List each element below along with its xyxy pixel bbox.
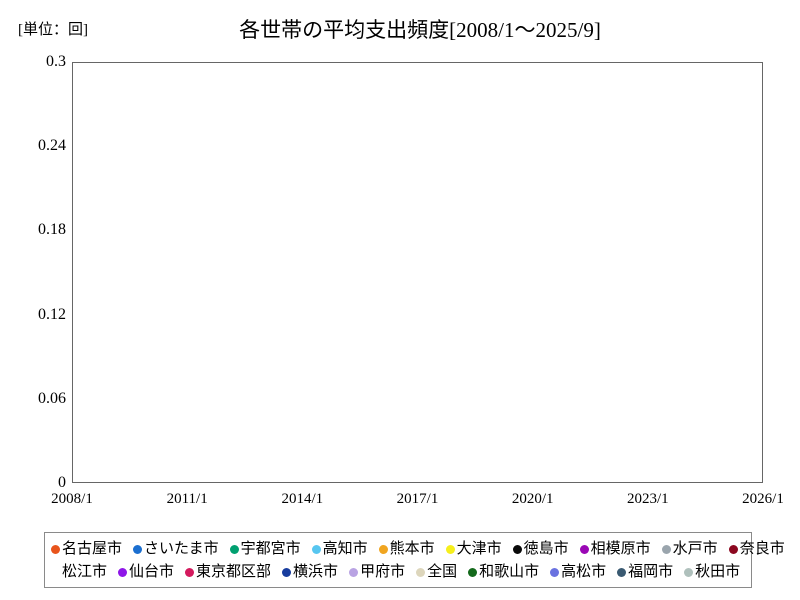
legend-label: 水戸市 (672, 541, 718, 557)
legend-row-1: 名古屋市 さいたま市 宇都宮市 高知市 熊本市 大津市 徳島市 相模原市 水戸市 奈良市 (51, 538, 785, 561)
legend-item[interactable]: 高知市 (311, 541, 368, 557)
legend-item[interactable]: 高松市 (550, 565, 606, 580)
chart-title: 各世帯の平均支出頻度[2008/1～2025/9] (239, 18, 601, 42)
legend-item[interactable]: 和歌山市 (468, 565, 539, 580)
plot-area (72, 62, 763, 483)
legend-item[interactable]: 宇都宮市 (229, 541, 301, 557)
legend-item[interactable]: 徳島市 (512, 541, 569, 557)
legend-label: 松江市 (62, 564, 108, 580)
legend-marker-icon (133, 545, 143, 554)
legend-label: 徳島市 (523, 541, 569, 557)
legend-item[interactable]: 大津市 (445, 541, 502, 557)
legend-label: 横浜市 (293, 564, 339, 580)
x-tick-label: 2023/1 (626, 491, 669, 507)
y-tick-label: 0.06 (38, 389, 66, 407)
legend-item[interactable]: 水戸市 (661, 541, 718, 557)
legend-marker-icon (311, 545, 321, 554)
legend-marker-icon (728, 545, 738, 554)
unit-label: [単位：回] (18, 22, 88, 38)
legend-label: 東京都区部 (196, 564, 272, 580)
legend-marker-icon (684, 568, 694, 577)
legend-label: 甲府市 (360, 564, 406, 580)
y-tick-label: 0.3 (46, 53, 66, 70)
legend-item[interactable]: 秋田市 (684, 565, 740, 580)
legend-item[interactable]: 甲府市 (349, 565, 405, 580)
legend-marker-icon (550, 568, 560, 577)
legend-label: 秋田市 (695, 564, 741, 580)
legend-item[interactable]: 東京都区部 (185, 565, 271, 580)
legend-marker-icon (282, 568, 292, 577)
legend-marker-icon (468, 568, 478, 577)
legend-marker-icon (349, 568, 359, 577)
legend-marker-icon (445, 545, 455, 554)
legend-marker-icon (617, 568, 627, 577)
legend-marker-icon (378, 545, 388, 554)
legend-label: 福岡市 (628, 564, 674, 580)
legend-label: 相模原市 (590, 541, 651, 557)
x-axis-tick-labels: 2008/1 2011/1 2014/1 2017/1 2020/1 2023/1 2026… (51, 491, 784, 507)
y-tick-label: 0.12 (38, 305, 66, 323)
legend-item[interactable]: 仙台市 (118, 565, 174, 580)
legend-item[interactable]: 全国 (416, 565, 457, 580)
legend-marker-icon (51, 568, 60, 577)
legend-marker-icon (51, 545, 60, 554)
legend-label: 全国 (427, 564, 458, 580)
legend-marker-icon (579, 545, 589, 554)
x-tick-label: 2017/1 (396, 491, 439, 507)
legend-item[interactable]: 福岡市 (617, 565, 673, 580)
legend-row-2: 松江市 仙台市 東京都区部 横浜市 甲府市 全国 和歌山市 高松市 福岡市 秋田市 (51, 561, 745, 584)
legend-marker-icon (229, 545, 239, 554)
x-tick-label: 2014/1 (281, 491, 324, 507)
x-tick-label: 2026/1 (742, 491, 784, 507)
legend-item[interactable]: 相模原市 (579, 541, 651, 557)
legend-marker-icon (661, 545, 671, 554)
legend-item[interactable]: 名古屋市 (51, 542, 122, 557)
legend-item[interactable]: 奈良市 (728, 541, 785, 557)
legend-label: さいたま市 (144, 541, 219, 557)
legend-label: 名古屋市 (62, 541, 123, 557)
y-axis-tick-labels: 0 0.06 0.12 0.18 0.24 0.3 (0, 0, 66, 560)
legend: 名古屋市 さいたま市 宇都宮市 高知市 熊本市 大津市 徳島市 相模原市 水戸市 奈良市 松江市 仙… (44, 532, 785, 588)
legend-label: 和歌山市 (479, 564, 540, 580)
legend-item[interactable]: 熊本市 (378, 541, 435, 557)
y-tick-label: 0 (58, 474, 66, 491)
legend-label: 熊本市 (389, 541, 435, 557)
legend-label: 奈良市 (739, 541, 785, 557)
plot-frame (72, 62, 763, 483)
legend-label: 宇都宮市 (240, 541, 301, 557)
y-tick-label: 0.18 (38, 221, 66, 239)
legend-marker-icon (185, 568, 195, 577)
legend-item[interactable]: 松江市 (51, 565, 107, 580)
legend-marker-icon (118, 568, 128, 577)
legend-marker-icon (512, 545, 522, 554)
x-tick-label: 2008/1 (51, 491, 93, 507)
legend-label: 高知市 (322, 541, 368, 557)
legend-label: 大津市 (456, 541, 502, 557)
legend-item[interactable]: さいたま市 (133, 542, 219, 557)
legend-label: 高松市 (561, 564, 607, 580)
y-tick-label: 0.24 (38, 137, 66, 155)
legend-item[interactable]: 横浜市 (282, 565, 338, 580)
x-tick-label: 2011/1 (166, 491, 208, 507)
legend-label: 仙台市 (129, 564, 175, 580)
legend-marker-icon (416, 568, 426, 577)
x-tick-label: 2020/1 (511, 491, 554, 507)
